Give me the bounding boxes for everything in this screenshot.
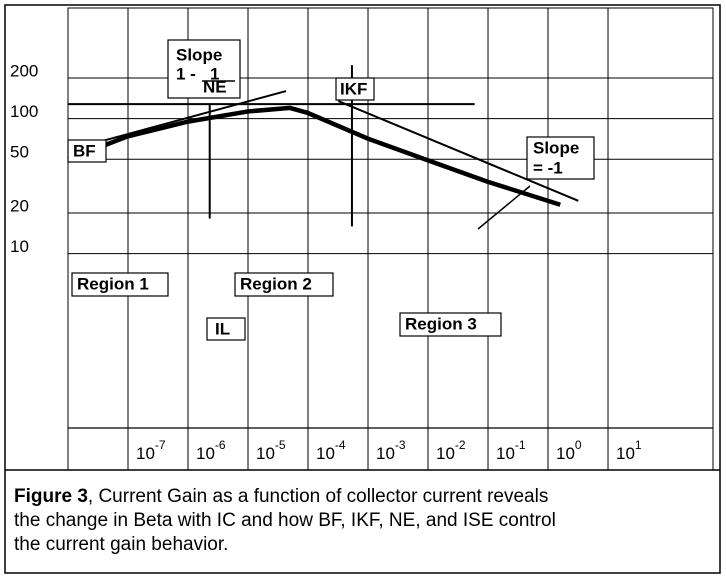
y-tick-label: 50 [10, 143, 29, 162]
x-tick-exponent: -2 [455, 438, 466, 452]
x-tick-exponent: -6 [215, 438, 226, 452]
caption-bold: Figure 3 [14, 486, 88, 507]
x-tick-label: 10-1 [496, 438, 526, 463]
region1-text: Region 1 [77, 274, 149, 293]
region1-box [71, 272, 169, 297]
x-tick-exponent: -3 [395, 438, 406, 452]
callout-line [477, 185, 531, 230]
line [77, 90, 287, 149]
slope2-text: Slope [533, 138, 579, 157]
x-tick-label: 10-7 [136, 438, 166, 463]
slope2-box [526, 136, 595, 180]
x-tick-label: 10-4 [316, 438, 346, 463]
x-tick-base: 10 [136, 444, 155, 463]
x-tick-exponent: -1 [515, 438, 526, 452]
caption-line: the current gain behavior. [14, 534, 228, 555]
region3-box [399, 312, 502, 337]
x-tick-exponent: -4 [335, 438, 346, 452]
il-text: IL [215, 319, 230, 338]
x-tick-base: 10 [436, 444, 455, 463]
bf-text: BF [73, 141, 96, 160]
bf-box [67, 139, 107, 163]
y-tick-label: 10 [10, 237, 29, 256]
x-tick-base: 10 [556, 444, 575, 463]
slope1-text: NE [203, 77, 227, 96]
ikf-text: IKF [340, 79, 367, 98]
region3-text: Region 3 [405, 314, 477, 333]
slope1-text: 1 [210, 64, 219, 83]
line [67, 105, 561, 207]
x-tick-base: 10 [496, 444, 515, 463]
x-tick-label: 10-5 [256, 438, 286, 463]
slope1-text: Slope [176, 45, 222, 64]
x-tick-base: 10 [256, 444, 275, 463]
x-tick-label: 101 [616, 438, 642, 463]
x-tick-exponent: 1 [635, 438, 642, 452]
y-tick-label: 100 [10, 102, 38, 121]
x-tick-exponent: -5 [275, 438, 286, 452]
slope1-box [167, 39, 241, 99]
caption-line: the change in Beta with IC and how BF, I… [14, 510, 556, 531]
il-box [206, 317, 246, 341]
x-tick-label: 100 [556, 438, 582, 463]
ikf-box [335, 77, 375, 101]
x-tick-exponent: -7 [155, 438, 166, 452]
x-tick-base: 10 [316, 444, 335, 463]
line [337, 100, 579, 202]
plot-frame [67, 7, 714, 471]
x-tick-label: 10-3 [376, 438, 406, 463]
caption-line: Figure 3, Current Gain as a function of … [14, 486, 548, 507]
x-tick-base: 10 [616, 444, 635, 463]
slope2-text: = -1 [533, 158, 563, 177]
slope1-text: 1 - [176, 64, 196, 83]
y-tick-label: 200 [10, 61, 38, 80]
y-tick-label: 20 [10, 196, 29, 215]
region2-text: Region 2 [240, 274, 312, 293]
x-tick-base: 10 [196, 444, 215, 463]
x-tick-label: 10-2 [436, 438, 466, 463]
region2-box [234, 272, 334, 297]
frame [4, 4, 721, 574]
caption-text: , Current Gain as a function of collecto… [88, 486, 548, 507]
x-tick-base: 10 [376, 444, 395, 463]
x-tick-exponent: 0 [575, 438, 582, 452]
x-tick-label: 10-6 [196, 438, 226, 463]
